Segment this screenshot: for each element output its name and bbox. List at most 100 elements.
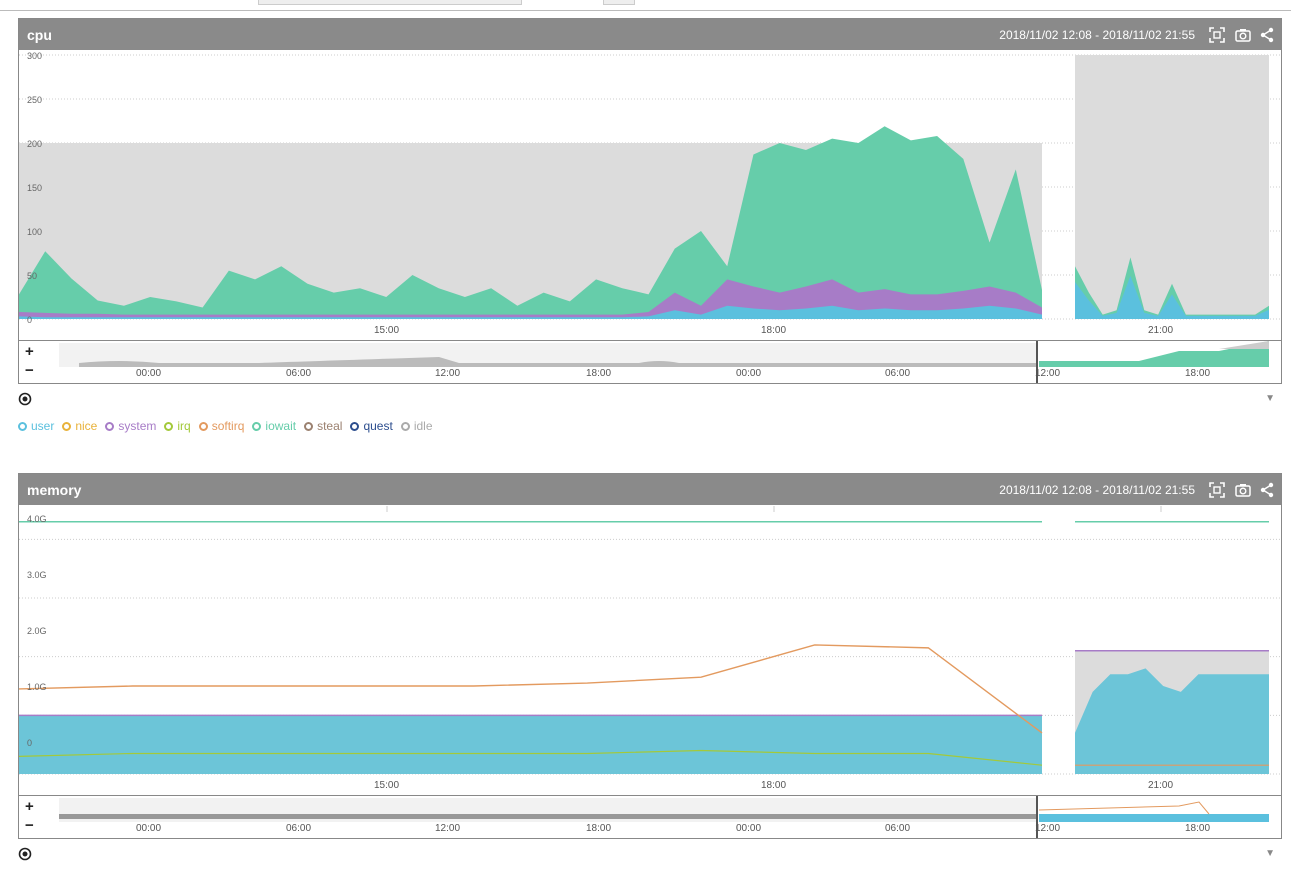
legend-swatch xyxy=(62,421,72,431)
cpu-xtick: 18:00 xyxy=(761,325,787,336)
cpu-time-range: 2018/11/02 12:08 - 2018/11/02 21:55 xyxy=(999,28,1195,42)
memory-nav-tick: 18:00 xyxy=(586,823,612,834)
cpu-legend: user nice system irq softirq iowait steal quest… xyxy=(18,419,441,435)
cpu-navigator[interactable]: + − 00:00 06:00 12:00 18:00 00:00 06:00 … xyxy=(19,340,1281,383)
collapse-caret-icon[interactable]: ▼ xyxy=(1265,848,1275,859)
cpu-ytick: 300 xyxy=(27,51,43,61)
cpu-ytick: 150 xyxy=(27,183,43,193)
memory-time-range: 2018/11/02 12:08 - 2018/11/02 21:55 xyxy=(999,483,1195,497)
cpu-nav-tick: 00:00 xyxy=(136,368,162,379)
memory-nav-tick: 00:00 xyxy=(736,823,762,834)
legend-label: irq xyxy=(177,419,191,433)
memory-navigator[interactable]: + − 00:00 06:00 12:00 18:00 00:00 06:00 … xyxy=(19,795,1281,838)
memory-xtick: 18:00 xyxy=(761,780,787,791)
memory-plot-area[interactable] xyxy=(19,506,1281,796)
share-icon[interactable] xyxy=(1259,482,1275,498)
memory-panel-header: memory 2018/11/02 12:08 - 2018/11/02 21:… xyxy=(19,474,1281,505)
cpu-series-idle-segment xyxy=(1075,55,1269,319)
cpu-xtick: 15:00 xyxy=(374,325,400,336)
memory-nav-tick: 12:00 xyxy=(1035,823,1061,834)
legend-item-iowait[interactable]: iowait xyxy=(252,419,296,433)
legend-label: idle xyxy=(413,419,433,433)
cpu-panel-title: cpu xyxy=(27,27,52,43)
cpu-nav-tick: 12:00 xyxy=(1035,368,1061,379)
cpu-ytick: 50 xyxy=(27,271,38,281)
memory-ytick: 3.0G xyxy=(27,570,47,580)
legend-label: nice xyxy=(75,419,98,433)
cpu-nav-tick: 06:00 xyxy=(286,368,312,379)
cpu-ytick: 200 xyxy=(27,139,43,149)
zoom-out-button[interactable]: − xyxy=(25,817,34,834)
cpu-ytick: 100 xyxy=(27,227,43,237)
legend-item-nice[interactable]: nice xyxy=(62,419,97,433)
memory-navigator-track[interactable] xyxy=(59,796,1281,838)
memory-xtick: 15:00 xyxy=(374,780,400,791)
legend-label: steal xyxy=(317,419,343,433)
cpu-series-user-segment xyxy=(1075,275,1269,319)
legend-item-irq[interactable]: irq xyxy=(164,419,191,433)
target-icon[interactable] xyxy=(18,847,32,861)
legend-label: user xyxy=(31,419,55,433)
top-divider xyxy=(0,10,1291,11)
legend-swatch xyxy=(252,421,262,431)
memory-xtick: 21:00 xyxy=(1148,780,1174,791)
memory-series-used xyxy=(19,715,1042,774)
cpu-nav-tick: 06:00 xyxy=(885,368,911,379)
cpu-panel-header: cpu 2018/11/02 12:08 - 2018/11/02 21:55 xyxy=(19,19,1281,50)
target-icon[interactable] xyxy=(18,392,32,406)
legend-swatch xyxy=(400,421,410,431)
legend-item-quest[interactable]: quest xyxy=(350,419,393,433)
memory-panel: memory 2018/11/02 12:08 - 2018/11/02 21:… xyxy=(18,473,1282,839)
zoom-in-button[interactable]: + xyxy=(25,343,34,360)
cpu-series-user xyxy=(19,305,1042,319)
cpu-series-system xyxy=(19,279,1042,319)
legend-swatch xyxy=(198,421,208,431)
memory-ytick: 4.0G xyxy=(27,514,47,524)
legend-swatch xyxy=(350,421,360,431)
cpu-xtick: 21:00 xyxy=(1148,325,1174,336)
cpu-series-iowait xyxy=(19,126,1042,319)
memory-nav-tick: 18:00 xyxy=(1185,823,1211,834)
memory-series-buffers xyxy=(19,749,1043,766)
legend-item-softirq[interactable]: softirq xyxy=(198,419,245,433)
legend-label: softirq xyxy=(211,419,245,433)
fullscreen-icon[interactable] xyxy=(1209,27,1225,43)
cpu-ytick: 250 xyxy=(27,95,43,105)
top-toolbar-fragment[interactable] xyxy=(258,0,522,5)
cpu-ytick: 0 xyxy=(27,315,33,325)
cpu-nav-tick: 18:00 xyxy=(1185,368,1211,379)
cpu-navigator-track[interactable] xyxy=(59,341,1281,383)
top-toolbar-button[interactable] xyxy=(603,0,635,5)
legend-item-idle[interactable]: idle xyxy=(400,419,433,433)
fullscreen-icon[interactable] xyxy=(1209,482,1225,498)
legend-swatch xyxy=(18,421,27,431)
memory-ytick: 0 xyxy=(27,738,33,748)
memory-ytick: 1.0G xyxy=(27,682,47,692)
share-icon[interactable] xyxy=(1259,27,1275,43)
legend-swatch xyxy=(164,421,174,431)
cpu-panel: cpu 2018/11/02 12:08 - 2018/11/02 21:55 … xyxy=(18,18,1282,384)
legend-swatch xyxy=(105,421,115,431)
collapse-caret-icon[interactable]: ▼ xyxy=(1265,393,1275,404)
legend-item-steal[interactable]: steal xyxy=(304,419,342,433)
cpu-plot-area[interactable] xyxy=(19,51,1281,341)
legend-label: system xyxy=(118,419,157,433)
legend-item-system[interactable]: system xyxy=(105,419,156,433)
legend-item-user[interactable]: user xyxy=(18,419,54,433)
memory-panel-title: memory xyxy=(27,482,82,498)
cpu-nav-tick: 18:00 xyxy=(586,368,612,379)
legend-label: iowait xyxy=(265,419,297,433)
legend-swatch xyxy=(304,421,314,431)
cpu-nav-tick: 00:00 xyxy=(736,368,762,379)
camera-icon[interactable] xyxy=(1235,27,1251,43)
memory-segment-used xyxy=(1075,668,1269,774)
memory-series-cached xyxy=(19,644,1043,734)
zoom-out-button[interactable]: − xyxy=(25,362,34,379)
camera-icon[interactable] xyxy=(1235,482,1251,498)
memory-nav-tick: 06:00 xyxy=(885,823,911,834)
zoom-in-button[interactable]: + xyxy=(25,798,34,815)
memory-nav-tick: 06:00 xyxy=(286,823,312,834)
cpu-nav-tick: 12:00 xyxy=(435,368,461,379)
memory-nav-tick: 12:00 xyxy=(435,823,461,834)
memory-ytick: 2.0G xyxy=(27,626,47,636)
